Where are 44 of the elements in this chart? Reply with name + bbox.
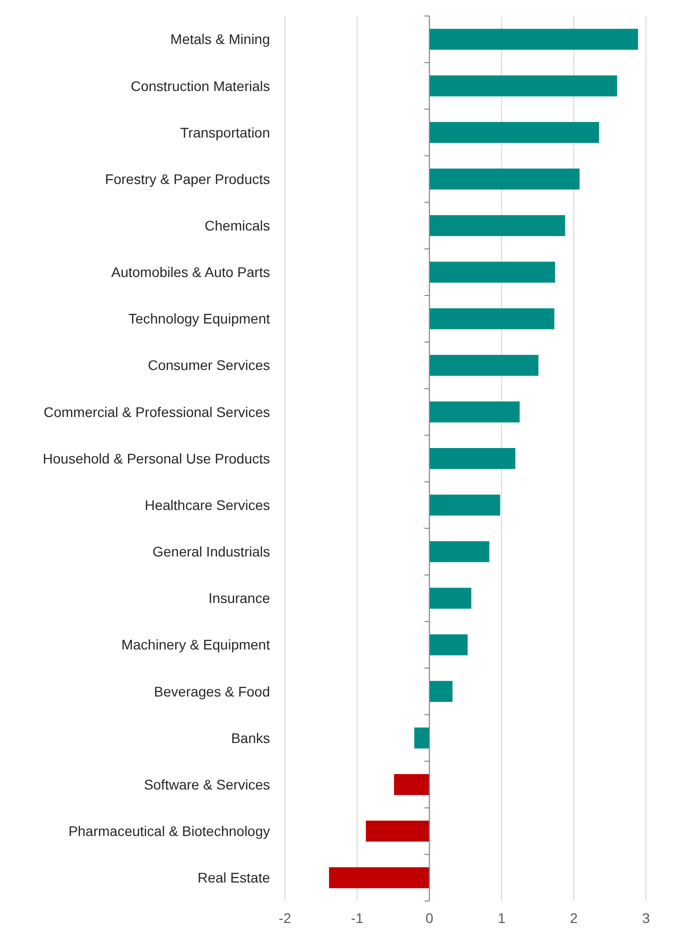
- y-tick-label: Metals & Mining: [170, 31, 270, 48]
- bar: [429, 541, 490, 562]
- y-tick-label: Commercial & Professional Services: [44, 404, 270, 420]
- y-tick-label: Insurance: [208, 590, 270, 606]
- bar: [429, 308, 554, 330]
- y-tick-label: Chemicals: [204, 218, 270, 234]
- bar: [429, 262, 556, 283]
- bar: [429, 215, 566, 236]
- x-tick-label: 1: [498, 910, 506, 926]
- y-tick-label: Construction Materials: [130, 78, 270, 94]
- bar: [414, 727, 430, 748]
- y-tick-label: Pharmaceutical & Biotechnology: [68, 823, 270, 840]
- bar: [366, 820, 430, 842]
- bar: [429, 680, 453, 702]
- bar: [429, 354, 538, 376]
- y-tick-label: General Industrials: [152, 544, 270, 560]
- bar: [429, 401, 520, 422]
- x-tick-label: 2: [570, 910, 578, 926]
- y-tick-label: Healthcare Services: [144, 496, 270, 513]
- bar: [429, 588, 472, 609]
- x-tick-label: -2: [278, 910, 292, 926]
- bar: [329, 867, 430, 888]
- y-tick-label: Transportation: [180, 124, 270, 140]
- x-tick-label: 0: [426, 910, 434, 926]
- y-tick-label: Machinery & Equipment: [121, 636, 270, 653]
- bar: [429, 122, 600, 143]
- y-tick-label: Beverages & Food: [154, 683, 270, 700]
- y-tick-label: Consumer Services: [148, 357, 270, 374]
- y-tick-label: Household & Personal Use Products: [42, 450, 270, 466]
- y-tick-label: Forestry & Paper Products: [105, 170, 270, 187]
- bar: [429, 448, 516, 469]
- y-tick-label: Real Estate: [198, 870, 270, 886]
- y-tick-label: Software & Services: [144, 776, 270, 792]
- y-tick-label: Banks: [231, 730, 270, 746]
- x-tick-label: -1: [350, 910, 364, 926]
- x-tick-label: 3: [642, 910, 650, 926]
- bar: [429, 494, 500, 516]
- bar: [429, 168, 580, 190]
- y-tick-label: Automobiles & Auto Parts: [111, 264, 270, 280]
- y-tick-label: Technology Equipment: [128, 310, 270, 327]
- bar: [429, 75, 618, 96]
- bar: [394, 774, 430, 796]
- bar: [429, 634, 468, 656]
- bar: [429, 28, 638, 50]
